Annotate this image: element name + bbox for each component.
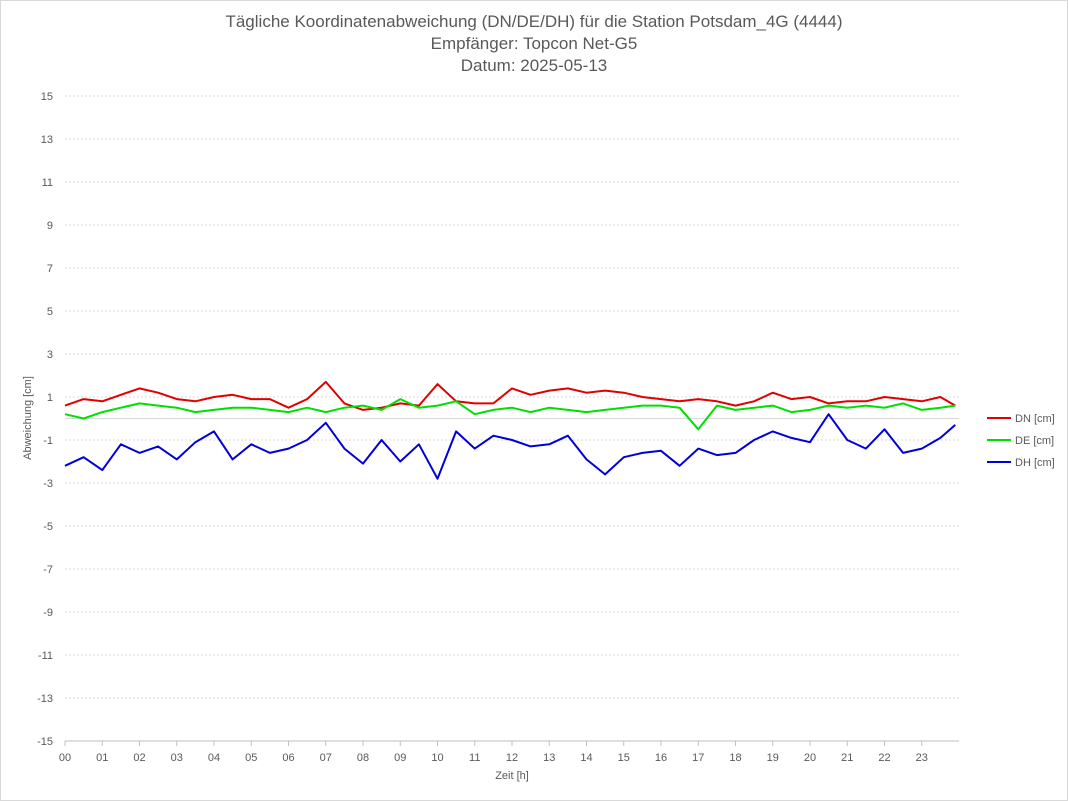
y-tick-label: 11 (42, 177, 53, 189)
chart-titles: Tägliche Koordinatenabweichung (DN/DE/DH… (1, 11, 1067, 77)
legend-label: DH [cm] (1015, 457, 1055, 469)
y-tick-label: 7 (47, 263, 53, 275)
x-tick-labels: 00 01 02 03 04 05 06 07 08 09 10 11 12 13 14 15 16 17 18 19… (59, 752, 928, 764)
legend: DN [cm] DE [cm] DH [cm] (987, 413, 1055, 469)
legend-label: DE [cm] (1015, 435, 1054, 447)
x-tick-label: 15 (618, 752, 630, 764)
x-tick-label: 04 (208, 752, 220, 764)
y-tick-label: 9 (47, 220, 53, 232)
y-axis-label: Abweichung [cm] (22, 376, 34, 460)
x-tick-label: 14 (580, 752, 592, 764)
y-tick-label: 1 (47, 392, 53, 404)
x-tick-label: 18 (729, 752, 741, 764)
x-tick-label: 22 (878, 752, 890, 764)
x-tick-label: 10 (431, 752, 443, 764)
x-tick-label: 01 (96, 752, 108, 764)
x-tick-label: 03 (171, 752, 183, 764)
x-tick-label: 06 (282, 752, 294, 764)
x-axis-label: Zeit [h] (495, 770, 529, 782)
chart-subtitle-date: Datum: 2025-05-13 (460, 56, 608, 75)
x-tick-label: 07 (320, 752, 332, 764)
y-tick-label: -7 (43, 564, 53, 576)
x-tick-label: 12 (506, 752, 518, 764)
series-line-1 (64, 398, 956, 431)
x-tick-label: 08 (357, 752, 369, 764)
x-tick-label: 23 (916, 752, 928, 764)
data-series (64, 380, 956, 480)
x-tick-label: 17 (692, 752, 704, 764)
x-tick-label: 00 (59, 752, 71, 764)
x-tick-label: 09 (394, 752, 406, 764)
y-tick-label: -15 (37, 736, 53, 748)
y-tick-label: 3 (47, 349, 53, 361)
chart-subtitle-receiver: Empfänger: Topcon Net-G5 (430, 34, 638, 53)
y-tick-label: -3 (43, 478, 53, 490)
x-tick-label: 16 (655, 752, 667, 764)
x-tick-label: 13 (543, 752, 555, 764)
y-tick-label: 13 (41, 134, 53, 146)
y-tick-labels: 15 13 11 9 7 5 3 1 -1 -3 -5 -7 -9 -11 -13 -15 (37, 91, 53, 748)
x-tick-label: 19 (767, 752, 779, 764)
y-tick-label: -5 (43, 521, 53, 533)
series-line-2 (64, 413, 956, 480)
chart-title: Tägliche Koordinatenabweichung (DN/DE/DH… (225, 12, 843, 31)
legend-label: DN [cm] (1015, 413, 1055, 425)
y-tick-label: 5 (47, 306, 53, 318)
x-tick-label: 05 (245, 752, 257, 764)
x-tick-label: 11 (469, 752, 480, 764)
x-tick-label: 21 (841, 752, 853, 764)
y-tick-label: -1 (43, 435, 53, 447)
x-tick-label: 02 (133, 752, 145, 764)
y-tick-label: -9 (43, 607, 53, 619)
y-tick-label: -11 (38, 650, 53, 662)
x-tick-label: 20 (804, 752, 816, 764)
series-line-0 (64, 380, 956, 411)
y-tick-label: 15 (41, 91, 53, 103)
y-tick-label: -13 (37, 693, 53, 705)
